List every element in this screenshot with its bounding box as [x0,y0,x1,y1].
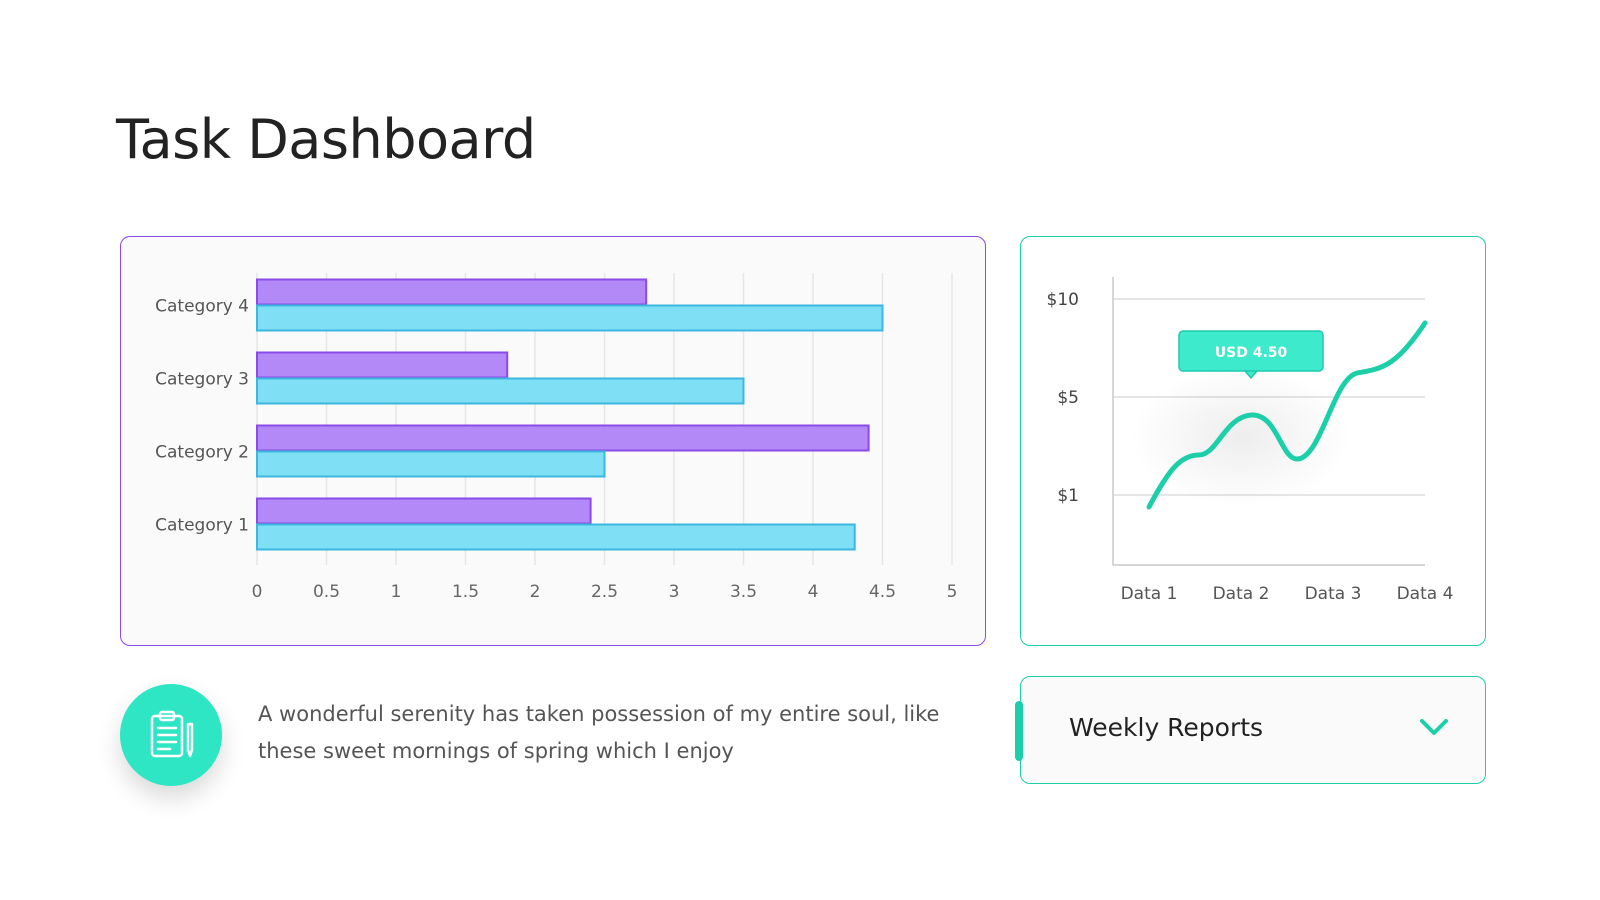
chevron-down-icon[interactable] [1419,717,1449,737]
x-tick-label: 2.5 [591,582,618,602]
x-tick-label: Data 2 [1213,584,1270,604]
tooltip-pointer [1243,370,1259,380]
dropdown-accent-bar [1015,701,1023,761]
x-tick-label: Data 4 [1397,584,1454,604]
bar-series1 [256,351,509,379]
bar-series2 [256,450,606,478]
x-tick-label: 5 [947,582,958,602]
bar-chart: 0 0.5 1 1.5 2 2.5 3 3.5 4 4.5 5 Category 1 Category … [155,273,958,602]
line-chart: $10 $5 $1 Data 1 Data 2 Data 3 Data 4 USD 4.50 [1047,277,1454,604]
bar-series1 [256,278,648,306]
dropdown-label: Weekly Reports [1069,713,1264,742]
x-tick-label: 2 [530,582,541,602]
bar-series1 [256,424,870,452]
bar-series2 [256,377,745,405]
bar-series2 [256,523,856,551]
weekly-reports-dropdown[interactable]: Weekly Reports [1015,676,1486,784]
x-tick-label: 4.5 [869,582,896,602]
x-tick-label: Data 1 [1121,584,1178,604]
x-tick-label: 0 [252,582,263,602]
clipboard-icon [120,684,222,786]
category-label: Category 1 [155,516,249,536]
line-series [1146,320,1428,510]
value-tooltip: USD 4.50 [1178,330,1324,380]
category-label: Category 2 [155,443,249,463]
bar-series2 [256,304,884,332]
description-text: A wonderful serenity has taken possessio… [258,702,940,763]
bar-series1 [256,497,592,525]
y-tick-label: $5 [1057,388,1079,408]
category-label: Category 3 [155,370,249,390]
x-tick-label: 3 [669,582,680,602]
x-tick-label: 1 [391,582,402,602]
y-tick-label: $1 [1057,486,1079,506]
x-tick-label: 4 [808,582,819,602]
category-label: Category 4 [155,297,249,317]
x-tick-label: Data 3 [1305,584,1362,604]
curve-shadow [1131,367,1351,507]
y-tick-label: $10 [1047,290,1079,310]
x-tick-label: 0.5 [313,582,340,602]
bar-chart-card: 0 0.5 1 1.5 2 2.5 3 3.5 4 4.5 5 Category 1 Category … [120,236,986,646]
tooltip-text: USD 4.50 [1215,345,1288,361]
x-tick-label: 3.5 [730,582,757,602]
page-title: Task Dashboard [116,108,536,171]
x-tick-label: 1.5 [452,582,479,602]
line-chart-card: $10 $5 $1 Data 1 Data 2 Data 3 Data 4 USD 4.50 [1020,236,1486,646]
